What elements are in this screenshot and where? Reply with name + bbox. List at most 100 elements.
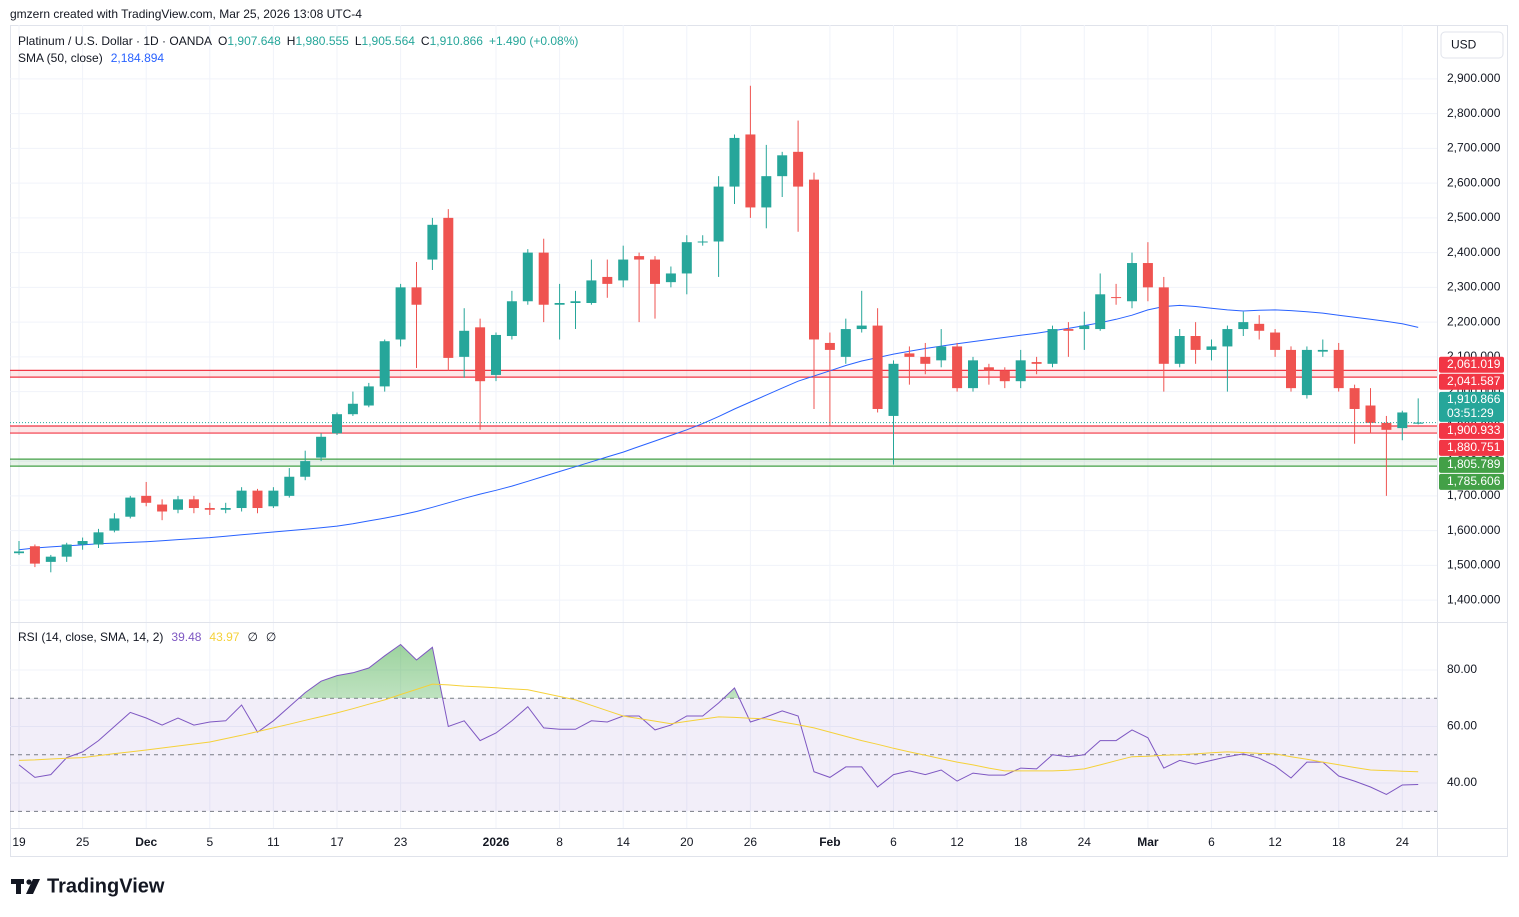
rsi-line bbox=[18, 643, 1419, 795]
x-tick-label: 24 bbox=[1396, 835, 1410, 849]
candle-body bbox=[602, 276, 613, 284]
ohlc-key: C bbox=[421, 34, 430, 48]
y-tick-label: 2,400.000 bbox=[1447, 245, 1501, 259]
candle-body bbox=[809, 179, 819, 340]
y-tick-label: 60.00 bbox=[1447, 719, 1477, 733]
candle-body bbox=[284, 476, 295, 496]
candle-body bbox=[29, 546, 40, 564]
x-tick-label: 12 bbox=[950, 835, 964, 849]
price-axis-label: 2,061.019 bbox=[1447, 357, 1501, 371]
candle-body bbox=[363, 386, 374, 406]
candle-body bbox=[300, 461, 311, 477]
zone-fill bbox=[10, 370, 1437, 378]
candle-body bbox=[952, 346, 963, 389]
candle-body bbox=[681, 242, 692, 274]
candle-body bbox=[1127, 263, 1137, 302]
price-axis-label-box bbox=[1439, 439, 1504, 456]
candle-body bbox=[856, 325, 867, 330]
y-tick-label: 2,700.000 bbox=[1447, 141, 1501, 155]
candle-body bbox=[697, 241, 708, 243]
ohlc-value: 1,980.555 bbox=[295, 34, 349, 48]
candle-body bbox=[968, 360, 978, 389]
candle-body bbox=[1190, 336, 1201, 350]
x-tick-label: 18 bbox=[1332, 835, 1346, 849]
candle-body bbox=[1222, 329, 1233, 347]
x-tick-label: 2026 bbox=[483, 835, 510, 849]
rsi-overbought-fill bbox=[298, 644, 740, 699]
ohlc-key: O bbox=[218, 34, 227, 48]
candle-body bbox=[506, 301, 517, 337]
candle-body bbox=[173, 499, 183, 510]
attribution: gmzern created with TradingView.com, Mar… bbox=[10, 7, 362, 21]
candle-body bbox=[538, 252, 549, 305]
currency[interactable]: USD bbox=[1451, 38, 1477, 52]
candle-body bbox=[1142, 263, 1153, 288]
currency-box[interactable] bbox=[1440, 31, 1504, 59]
brand: TradingView bbox=[47, 875, 165, 897]
indicator-name: RSI (14, close, SMA, 14, 2) bbox=[18, 630, 163, 644]
x-tick-label: 12 bbox=[1268, 835, 1282, 849]
price-axis-label: 1,900.933 bbox=[1447, 423, 1501, 437]
candle-body bbox=[141, 495, 152, 503]
candle-body bbox=[427, 224, 438, 260]
candle-body bbox=[1111, 297, 1122, 299]
x-tick-label: Dec bbox=[135, 835, 157, 849]
candle-body bbox=[157, 504, 168, 512]
price-change: +1.490 (+0.08%) bbox=[489, 34, 578, 48]
candle-body bbox=[729, 137, 740, 187]
candle-body bbox=[1381, 422, 1392, 430]
x-tick-label: 24 bbox=[1078, 835, 1092, 849]
y-tick-label: 2,500.000 bbox=[1447, 210, 1501, 224]
candle-body bbox=[713, 186, 724, 242]
candle-body bbox=[824, 342, 835, 350]
y-tick-label: 1,700.000 bbox=[1447, 488, 1501, 502]
indicator-value: 43.97 bbox=[209, 630, 239, 644]
marks-layer bbox=[10, 85, 1437, 812]
y-tick-label: 2,600.000 bbox=[1447, 175, 1501, 189]
candle-body bbox=[45, 556, 56, 562]
candle-body bbox=[634, 256, 645, 260]
x-tick-label: 14 bbox=[617, 835, 631, 849]
candle-body bbox=[1079, 325, 1090, 330]
candle-body bbox=[554, 302, 565, 305]
candle-body bbox=[14, 551, 24, 554]
price-axis-label: 1,910.866 bbox=[1447, 392, 1501, 406]
candle-body bbox=[618, 259, 629, 281]
x-tick-label: 17 bbox=[330, 835, 344, 849]
candle-body bbox=[761, 176, 772, 208]
candle-body bbox=[316, 436, 327, 458]
candle-body bbox=[1238, 322, 1249, 330]
candle-body bbox=[1254, 323, 1265, 331]
x-tick-label: 26 bbox=[744, 835, 758, 849]
candle-body bbox=[459, 330, 470, 357]
candle-body bbox=[1206, 346, 1217, 350]
price-axis-label-box bbox=[1439, 373, 1504, 390]
x-tick-label: 23 bbox=[394, 835, 408, 849]
price-axis-label: 1,805.789 bbox=[1447, 457, 1501, 471]
legend: RSI (14, close, SMA, 14, 2) 39.48 43.97 ∅ ∅ bbox=[18, 630, 276, 644]
candle-body bbox=[475, 327, 486, 382]
indicator-extra: ∅ bbox=[247, 630, 257, 644]
legend: Platinum / U.S. Dollar · 1D · OANDA O1,90… bbox=[18, 34, 578, 48]
indicator-value: 39.48 bbox=[171, 630, 201, 644]
candle-body bbox=[1317, 349, 1328, 352]
x-tick-label: 25 bbox=[76, 835, 90, 849]
candle-body bbox=[1158, 287, 1169, 364]
candle-body bbox=[1270, 332, 1281, 350]
zone-fill bbox=[10, 426, 1437, 434]
candle-body bbox=[793, 151, 804, 187]
candle-body bbox=[347, 403, 358, 415]
candle-body bbox=[411, 287, 422, 305]
candle-body bbox=[570, 301, 581, 303]
zone-fill bbox=[10, 459, 1437, 467]
candle-body bbox=[904, 353, 915, 357]
legend: SMA (50, close) 2,184.894 bbox=[18, 51, 164, 65]
y-tick-label: 80.00 bbox=[1447, 662, 1477, 676]
x-tick-label: 6 bbox=[1208, 835, 1215, 849]
candle-body bbox=[1286, 349, 1296, 389]
candle-body bbox=[745, 134, 756, 208]
candle-body bbox=[61, 544, 72, 557]
candle-body bbox=[220, 508, 231, 510]
candle-body bbox=[1397, 412, 1408, 429]
candle-body bbox=[125, 497, 136, 517]
